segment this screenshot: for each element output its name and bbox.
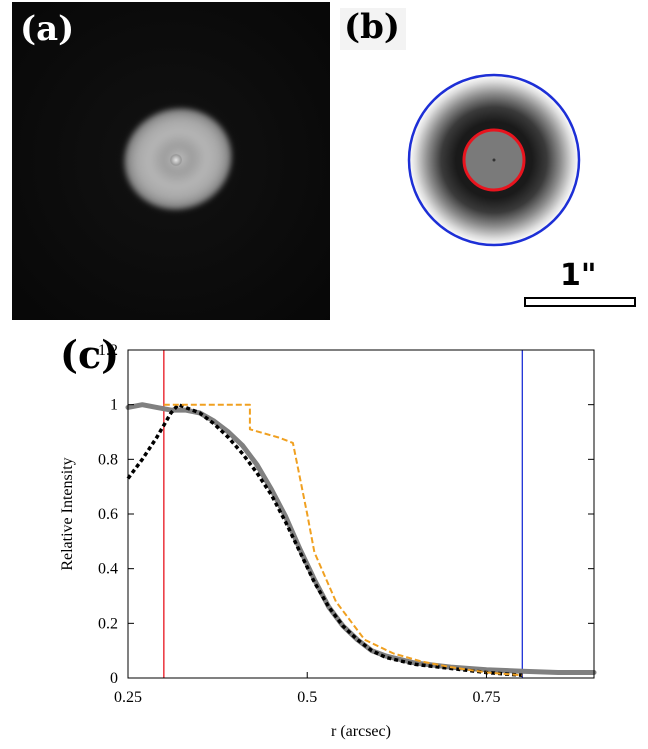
y-tick-label: 0.8 [98, 451, 118, 468]
dotted-black-series [126, 402, 523, 678]
solid-gray-thick-series [125, 402, 597, 675]
central-star [170, 154, 182, 166]
x-axis-label: r (arcsec) [331, 723, 391, 740]
panel-b-label: (b) [340, 8, 406, 50]
panel-a-nebula-image [12, 2, 330, 320]
dashed-orange-series [163, 403, 523, 677]
x-tick-label: 0.25 [114, 689, 142, 706]
y-tick-label: 0.4 [98, 561, 118, 578]
y-tick-label: 1.2 [98, 342, 118, 359]
panel-a-label: (a) [20, 9, 75, 49]
panel-b-model-image [407, 73, 581, 247]
model-center-dot [492, 158, 496, 162]
y-tick-label: 0 [110, 670, 118, 687]
outer-ring [407, 73, 581, 247]
y-axis-label: Relative Intensity [59, 457, 76, 570]
inner-ring [462, 128, 526, 192]
x-tick-label: 0.5 [297, 689, 317, 706]
scale-bar [524, 297, 636, 307]
plot-frame [127, 349, 595, 679]
panel-c-label: (c) [60, 332, 120, 377]
y-tick-label: 0.6 [98, 506, 118, 523]
x-tick-label: 0.75 [472, 689, 500, 706]
scale-bar-label: 1" [560, 258, 597, 293]
y-tick-label: 1 [110, 397, 118, 414]
y-tick-label: 0.2 [98, 615, 118, 632]
